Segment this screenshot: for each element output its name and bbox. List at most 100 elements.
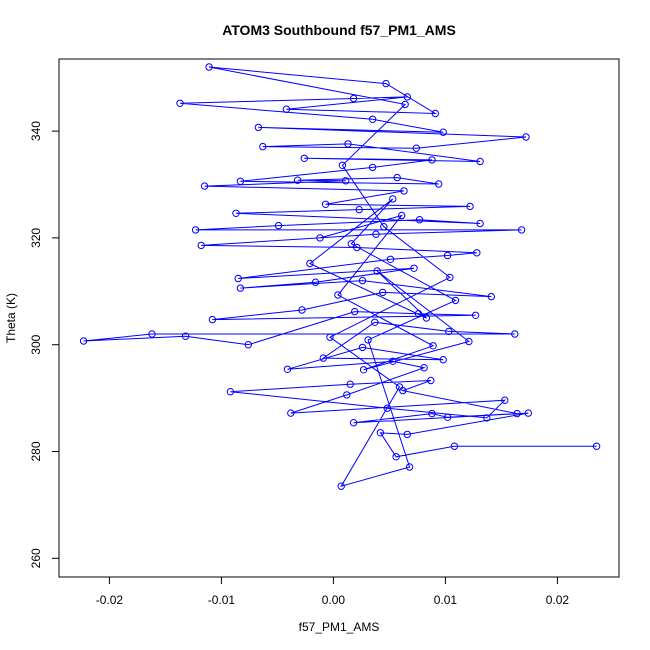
data-point [364,336,372,344]
data-point [349,94,358,103]
data-point [439,356,447,364]
data-point [355,205,363,214]
x-axis-label: f57_PM1_AMS [299,620,380,634]
data-point [334,291,342,299]
y-axis-label: Theta (K) [4,293,18,343]
data-point [200,182,209,190]
data-point [445,327,453,336]
data-point [513,409,521,418]
x-tick-label: -0.01 [208,593,236,607]
y-tick-label: 300 [29,334,43,354]
data-point [427,376,435,385]
data-point [274,221,283,230]
data-point [511,330,519,338]
data-point [446,273,454,282]
data-point [473,249,481,257]
x-axis: -0.02 -0.01 0.00 0.01 0.02 [96,576,569,607]
data-point [181,332,190,340]
data-point [232,209,240,218]
data-point [234,274,242,283]
data-point [392,453,400,461]
data-point [380,223,388,231]
chart-title: ATOM3 Southbound f57_PM1_AMS [222,22,456,38]
data-point [79,337,88,345]
data-point [395,383,404,391]
y-tick-label: 260 [29,548,43,568]
data-point [259,142,267,151]
data-point [300,154,308,163]
data-point [293,176,302,184]
data-point [351,307,359,316]
x-tick-label: -0.02 [96,593,124,607]
data-point [306,259,314,268]
series-line [83,66,597,488]
data-point [443,413,452,421]
data-point [429,342,437,350]
data-point [338,161,347,170]
data-point [287,409,295,417]
data-point [451,296,460,305]
data-point [208,315,217,324]
data-point [319,354,327,362]
data-point [501,396,509,404]
data-point [420,364,428,372]
data-point [373,267,381,275]
data-point [476,219,484,228]
data-point [439,128,447,136]
data-point [422,314,431,322]
data-point [371,318,379,326]
data-point [176,99,184,108]
data-point [349,419,358,427]
data-point [358,343,367,352]
data-point [403,93,411,101]
data-point [343,391,351,399]
data-point [236,177,245,186]
data-point [205,63,213,71]
data-point [236,284,245,292]
data-point [298,306,306,314]
data-point [368,115,377,124]
data-point [592,442,601,450]
y-tick-label: 320 [29,228,43,248]
data-point [476,157,484,166]
data-point [358,276,367,285]
data-point [389,357,397,365]
data-point [435,180,443,188]
data-point [148,330,156,338]
data-point [376,429,385,437]
data-point [415,216,424,224]
data-point [450,442,459,450]
data-point [321,200,330,209]
data-point [412,144,420,152]
data-point [465,337,473,346]
data-point [368,163,377,172]
data-point [316,234,324,242]
data-point [524,409,532,417]
data-point [372,230,380,238]
data-point [398,211,406,220]
data-point [342,177,350,185]
data-point [414,310,423,318]
data-point [389,195,397,203]
data-point [517,226,526,234]
data-point [191,226,200,234]
data-point [311,278,320,286]
data-point [347,240,355,248]
y-axis: 260 280 300 320 340 [29,121,60,568]
data-point [428,156,436,164]
data-point [337,482,345,490]
data-point [282,105,291,113]
data-point [405,463,414,471]
data-point [443,251,452,260]
x-tick-label: 0.00 [322,593,346,607]
data-point [197,241,205,250]
data-point [522,133,530,141]
data-point [382,79,390,88]
data-point [353,243,361,252]
data-point [400,187,408,195]
data-point [244,341,253,349]
data-point [359,366,368,374]
data-point [471,311,480,319]
plot-area [79,63,601,490]
